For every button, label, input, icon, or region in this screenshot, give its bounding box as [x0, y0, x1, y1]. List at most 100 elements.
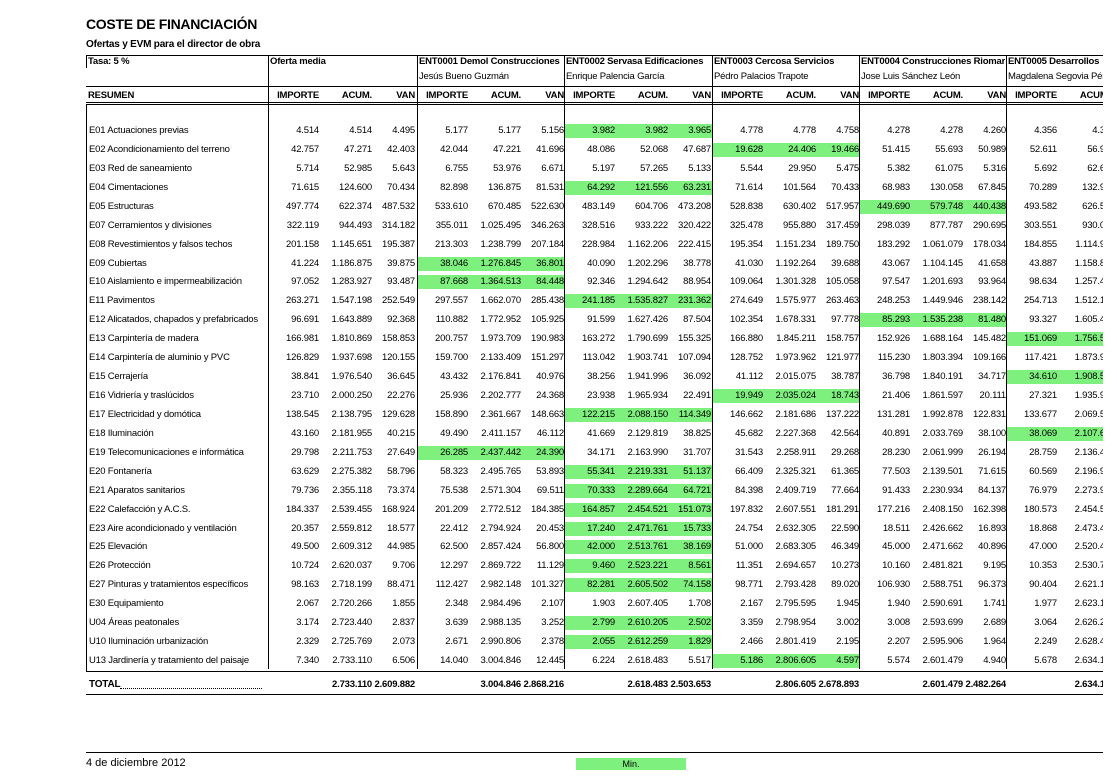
row-label: E12 Alicatados, chapados y prefabricados	[89, 314, 258, 326]
cell: 328.516	[582, 219, 615, 231]
footer-rule	[86, 752, 1103, 753]
cell: 3.064	[1034, 617, 1057, 629]
cell: 158.757	[826, 333, 859, 345]
cell: 2.571.304	[480, 484, 521, 496]
row-label: E21 Aparatos sanitarios	[89, 484, 185, 496]
cell: 2.408.150	[922, 503, 963, 515]
cell: 2.275.382	[331, 465, 372, 477]
cell: 1.965.934	[627, 390, 668, 402]
cell: 2.607.551	[775, 503, 816, 515]
cell: 2.454.54	[1074, 503, 1103, 515]
cell: 5.544	[740, 162, 763, 174]
cell: 449.690	[877, 200, 910, 212]
cell: 21.406	[882, 390, 910, 402]
cell: 36.801	[536, 257, 564, 269]
cell: 47.000	[1029, 541, 1057, 553]
column-header: VAN	[840, 90, 859, 101]
total-cell: 2.678.893	[818, 679, 859, 691]
cell: 2.329	[296, 636, 319, 648]
cell: 2.273.96	[1074, 484, 1103, 496]
cell: 10.273	[831, 560, 859, 572]
cell: 4.514	[296, 125, 319, 136]
cell: 129.628	[382, 408, 415, 420]
cell: 3.639	[445, 617, 468, 629]
cell: 38.256	[587, 371, 615, 383]
cell: 105.058	[826, 276, 859, 288]
cell: 5.678	[1034, 655, 1057, 667]
cell: 630.402	[783, 200, 816, 212]
cell: 128.752	[730, 352, 763, 364]
column-header: ACUM.	[341, 90, 372, 101]
cell: 177.216	[877, 503, 910, 515]
cell: 4.778	[793, 125, 816, 136]
cell: 1.945	[836, 598, 859, 610]
cell: 1.908.59	[1074, 371, 1103, 383]
cell: 2.181.686	[775, 408, 816, 420]
cell: 84.448	[536, 276, 564, 288]
cell: 71.614	[735, 181, 763, 193]
cell: 9.706	[392, 560, 415, 572]
min-highlight	[860, 313, 1006, 328]
cell: 522.630	[531, 200, 564, 212]
cell: 877.787	[930, 219, 963, 231]
cell: 163.272	[582, 333, 615, 345]
cell: 2.513.761	[627, 541, 668, 553]
cell: 74.158	[683, 579, 711, 591]
cell: 1.845.211	[776, 333, 816, 345]
cell: 23.710	[291, 390, 319, 402]
cell: 158.890	[435, 408, 468, 420]
min-highlight	[565, 559, 712, 574]
row-label: E07 Cerramientos y divisiones	[89, 219, 212, 231]
cell: 66.409	[735, 465, 763, 477]
cell: 2.520.40	[1074, 541, 1103, 553]
cell: 55.341	[587, 465, 615, 477]
cell: 64.721	[683, 484, 711, 496]
cell: 4.940	[983, 655, 1006, 667]
cell: 168.924	[382, 503, 415, 515]
row-label: E14 Carpintería de aluminio y PVC	[89, 352, 230, 364]
cell: 1.903.741	[627, 352, 668, 364]
cell: 325.478	[730, 219, 763, 231]
min-highlight	[1007, 332, 1103, 347]
cell: 53.893	[536, 465, 564, 477]
cell: 109.064	[730, 276, 763, 288]
column-header: IMPORTE	[721, 90, 763, 101]
cell: 440.438	[973, 200, 1006, 212]
min-highlight	[418, 445, 564, 460]
cell: 2.671	[445, 636, 468, 648]
group-contact: Enrique Palencia García	[566, 71, 665, 82]
cell: 2.610.205	[627, 617, 668, 629]
total-rule	[86, 694, 1103, 696]
cell: 2.612.259	[627, 636, 668, 648]
cell: 2.626.20	[1074, 617, 1103, 629]
body-bottom-rule	[86, 671, 1103, 673]
cell: 9.460	[592, 560, 615, 572]
cell: 4.778	[740, 125, 763, 136]
cell: 2.806.605	[775, 655, 816, 667]
cell: 7.340	[296, 655, 319, 667]
cell: 77.664	[831, 484, 859, 496]
cell: 1.688.164	[922, 333, 963, 345]
cell: 11.129	[536, 560, 564, 572]
row-label: E18 Iluminación	[89, 427, 154, 439]
cell: 228.984	[582, 238, 615, 250]
cell: 2.798.954	[775, 617, 816, 629]
min-highlight	[565, 635, 712, 650]
cell: 63.629	[291, 465, 319, 477]
cell: 5.475	[836, 162, 859, 174]
cell: 579.748	[930, 200, 963, 212]
cell: 2.107	[541, 598, 564, 610]
cell: 1.873.98	[1074, 352, 1103, 364]
cell: 148.663	[531, 408, 564, 420]
cell: 43.067	[882, 257, 910, 269]
cell: 213.303	[435, 238, 468, 250]
cell: 2.138.795	[331, 408, 372, 420]
row-label: E22 Calefacción y A.C.S.	[89, 503, 191, 515]
cell: 1.301.328	[775, 276, 816, 288]
cell: 56.96	[1087, 143, 1103, 155]
column-header: ACUM.	[932, 90, 963, 101]
cell: 2.202.777	[480, 390, 521, 402]
cell: 20.111	[979, 390, 1006, 402]
cell: 1.964	[983, 636, 1006, 648]
